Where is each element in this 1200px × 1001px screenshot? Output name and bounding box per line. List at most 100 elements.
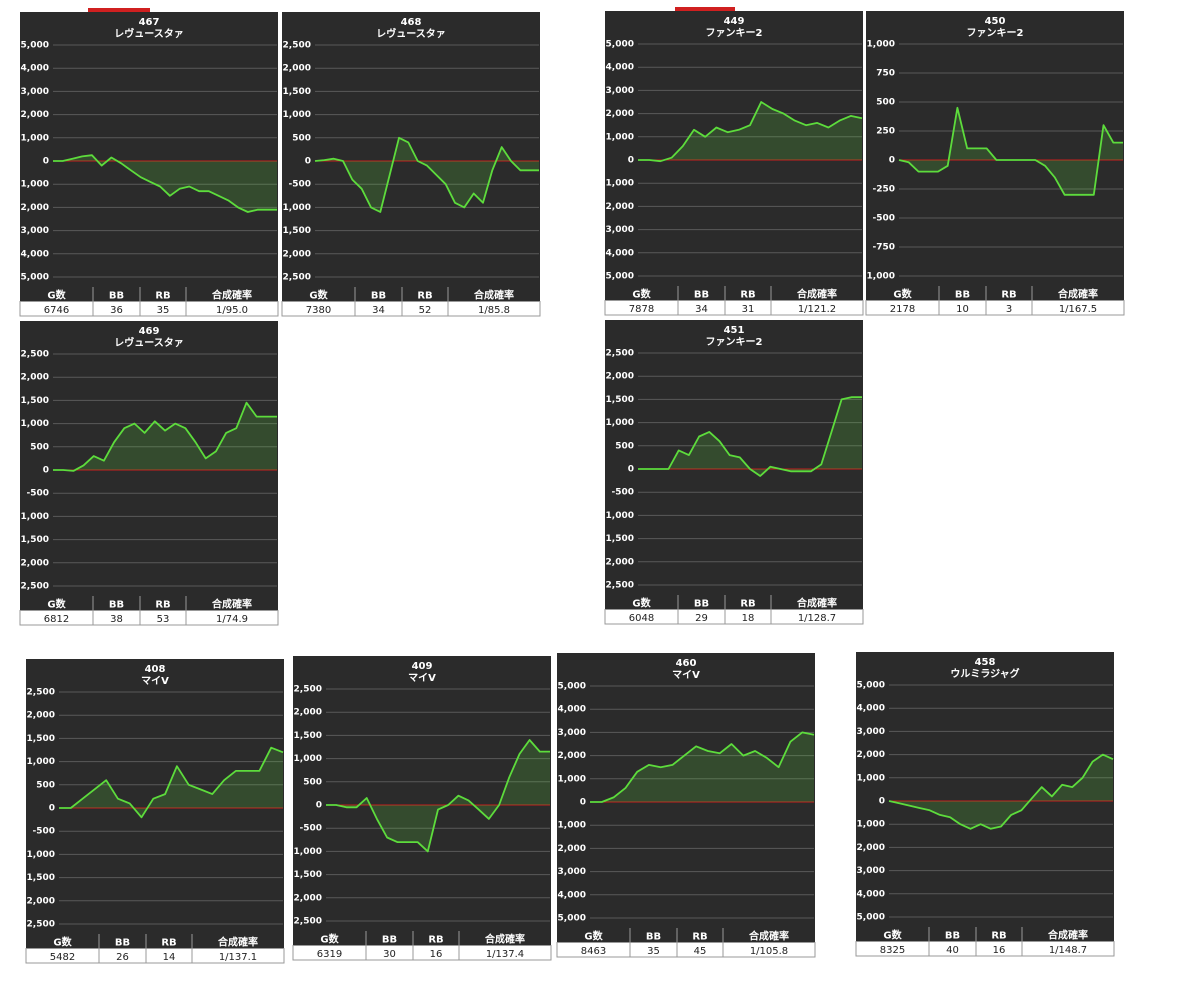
chart-title: 409	[412, 661, 433, 672]
y-tick-label: -3,000	[554, 867, 586, 877]
table-header: RB	[428, 934, 443, 945]
chart-subtitle: マイV	[408, 672, 436, 684]
y-tick-label: -1,000	[17, 180, 49, 190]
y-tick-label: -2,000	[23, 896, 55, 906]
y-tick-label: 2,500	[21, 350, 49, 360]
table-row-background	[19, 610, 279, 626]
y-tick-label: 0	[316, 801, 322, 811]
y-tick-label: 5,000	[21, 41, 49, 51]
y-tick-label: 5,000	[606, 40, 634, 50]
line	[888, 753, 1114, 830]
y-tick-label: -5,000	[602, 272, 634, 282]
y-tick-label: 500	[615, 441, 634, 451]
table-row-background	[604, 609, 864, 625]
chart-title: 451	[724, 325, 745, 336]
y-tick-label: 500	[36, 780, 55, 790]
table-cell: 1/85.8	[478, 305, 510, 316]
table-cell: 6746	[44, 305, 69, 316]
y-tick-label: 2,000	[606, 109, 634, 119]
y-tick-label: 500	[303, 777, 322, 787]
table-cell: 1/167.5	[1059, 304, 1097, 315]
table-header: BB	[694, 289, 709, 300]
y-tick-label: -5,000	[17, 273, 49, 283]
y-tick-label: 1,000	[606, 418, 634, 428]
table-row-background	[855, 941, 1115, 957]
y-tick-label: 3,000	[558, 728, 586, 738]
area	[53, 402, 277, 471]
table-header: BB	[945, 930, 960, 941]
y-tick-label: -5,000	[554, 914, 586, 924]
table-cell: 6048	[629, 613, 654, 624]
y-tick-label: -1,000	[23, 850, 55, 860]
y-tick-label: 2,000	[21, 110, 49, 120]
y-tick-label: 500	[292, 133, 311, 143]
table-header: BB	[694, 598, 709, 609]
y-tick-label: 1,500	[283, 87, 311, 97]
y-tick-label: 2,000	[294, 708, 322, 718]
area	[638, 102, 862, 162]
table-cell: 29	[695, 613, 708, 624]
line	[53, 154, 277, 213]
table-cell: 34	[695, 304, 708, 315]
line	[314, 136, 539, 213]
table-header: BB	[109, 290, 124, 301]
y-tick-label: -2,500	[602, 581, 634, 591]
table-cell: 1/74.9	[216, 614, 248, 625]
table-row-background	[25, 948, 285, 964]
chart-subtitle: ファンキー2	[706, 336, 763, 348]
y-tick-label: 2,000	[27, 711, 55, 721]
chart-subtitle: レヴュースタァ	[376, 27, 446, 40]
chart-subtitle: ファンキー2	[706, 27, 763, 39]
chart-title: 408	[145, 664, 166, 675]
table-cell: 34	[372, 305, 385, 316]
table-header: 合成確率	[796, 287, 837, 300]
table-header: G数	[47, 288, 66, 301]
y-tick-label: -2,000	[17, 203, 49, 213]
area	[53, 155, 277, 212]
y-tick-label: 4,000	[606, 63, 634, 73]
y-tick-label: -1,000	[290, 847, 322, 857]
y-tick-label: -2,000	[17, 558, 49, 568]
panel-background	[557, 653, 815, 928]
y-tick-label: 2,000	[606, 372, 634, 382]
y-tick-label: 0	[889, 156, 895, 166]
table-header: 合成確率	[748, 929, 789, 942]
y-tick-label: 4,000	[21, 64, 49, 74]
table-header-background	[293, 931, 551, 946]
area	[59, 747, 283, 818]
y-tick-label: -2,500	[290, 917, 322, 927]
y-tick-label: -2,000	[554, 844, 586, 854]
line	[326, 739, 550, 853]
table-header-background	[282, 287, 540, 302]
table-cell: 1/105.8	[750, 946, 788, 957]
y-tick-label: -1,500	[602, 534, 634, 544]
y-tick-label: 2,000	[558, 751, 586, 761]
y-tick-label: 0	[43, 157, 49, 167]
y-tick-label: 1,000	[27, 757, 55, 767]
y-tick-label: -3,000	[17, 226, 49, 236]
area	[889, 754, 1113, 829]
table-row-background	[281, 301, 541, 317]
y-tick-label: -3,000	[602, 225, 634, 235]
table-cell: 30	[383, 949, 396, 960]
y-tick-label: 1,000	[867, 40, 895, 50]
table-cell: 52	[419, 305, 432, 316]
table-row-background	[292, 945, 552, 961]
table-cell: 7380	[306, 305, 331, 316]
table-cell: 5482	[50, 952, 75, 963]
y-tick-label: -1,000	[554, 821, 586, 831]
y-tick-label: -4,000	[554, 890, 586, 900]
chart-title: 468	[401, 17, 422, 28]
y-tick-label: 500	[876, 98, 895, 108]
y-tick-label: -1,500	[279, 226, 311, 236]
table-header: BB	[646, 931, 661, 942]
table-header: RB	[155, 290, 170, 301]
y-tick-label: 4,000	[558, 705, 586, 715]
y-tick-label: -1,500	[17, 535, 49, 545]
table-header: RB	[417, 290, 432, 301]
y-tick-label: -1,500	[23, 873, 55, 883]
